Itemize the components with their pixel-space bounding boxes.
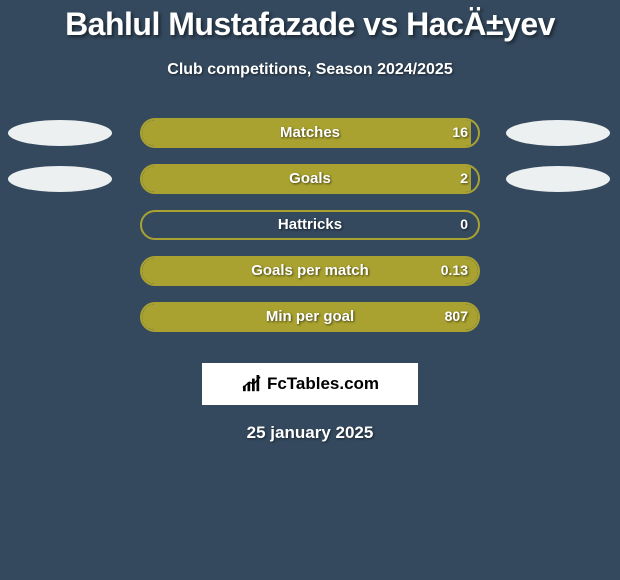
source-logo-text: FcTables.com [267,374,379,394]
player-right-marker [506,120,610,146]
stat-row: Matches16 [0,117,620,163]
chart-icon [241,375,263,393]
stat-bar-track [140,118,480,148]
stat-bar-fill [142,304,478,330]
stat-value: 2 [460,170,468,186]
stat-row: Min per goal807 [0,301,620,347]
stat-value: 807 [445,308,468,324]
stat-value: 16 [452,124,468,140]
player-left-marker [8,166,112,192]
stat-value: 0 [460,216,468,232]
stat-bar-track [140,210,480,240]
stat-bar-track [140,256,480,286]
stat-row: Goals per match0.13 [0,255,620,301]
stat-bar-track [140,164,480,194]
stat-rows: Matches16Goals2Hattricks0Goals per match… [0,117,620,347]
player-left-marker [8,120,112,146]
comparison-title: Bahlul Mustafazade vs HacÄ±yev [0,0,620,43]
stat-bar-fill [142,120,471,146]
stat-bar-fill [142,258,478,284]
snapshot-date: 25 january 2025 [0,423,620,443]
player-right-marker [506,166,610,192]
comparison-subtitle: Club competitions, Season 2024/2025 [0,61,620,79]
source-logo: FcTables.com [202,363,418,405]
stat-bar-fill [142,166,471,192]
stat-bar-track [140,302,480,332]
stat-row: Hattricks0 [0,209,620,255]
stat-value: 0.13 [441,262,468,278]
stat-row: Goals2 [0,163,620,209]
